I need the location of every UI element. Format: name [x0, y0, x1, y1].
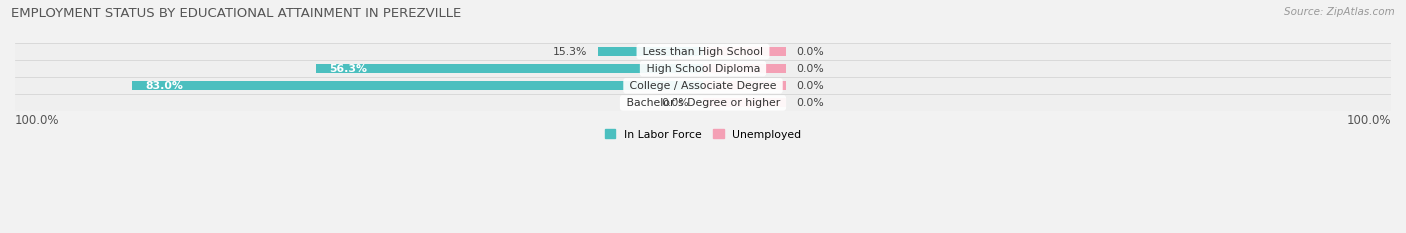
Text: EMPLOYMENT STATUS BY EDUCATIONAL ATTAINMENT IN PEREZVILLE: EMPLOYMENT STATUS BY EDUCATIONAL ATTAINM… — [11, 7, 461, 20]
Bar — [703, 81, 786, 90]
Bar — [15, 77, 1391, 94]
Text: 15.3%: 15.3% — [553, 47, 588, 57]
Bar — [598, 47, 703, 56]
Bar — [703, 47, 786, 56]
Text: 56.3%: 56.3% — [329, 64, 367, 74]
Text: 0.0%: 0.0% — [796, 64, 824, 74]
Bar — [703, 64, 786, 73]
Text: 0.0%: 0.0% — [661, 98, 689, 108]
Bar — [15, 60, 1391, 77]
Text: Source: ZipAtlas.com: Source: ZipAtlas.com — [1284, 7, 1395, 17]
Text: High School Diploma: High School Diploma — [643, 64, 763, 74]
Text: 0.0%: 0.0% — [796, 98, 824, 108]
Legend: In Labor Force, Unemployed: In Labor Force, Unemployed — [603, 127, 803, 142]
Bar — [132, 81, 703, 90]
Text: Less than High School: Less than High School — [640, 47, 766, 57]
Text: College / Associate Degree: College / Associate Degree — [626, 81, 780, 91]
Bar — [15, 94, 1391, 111]
Text: 83.0%: 83.0% — [146, 81, 184, 91]
Bar — [316, 64, 703, 73]
Text: 100.0%: 100.0% — [1347, 114, 1391, 127]
Bar — [15, 43, 1391, 60]
Text: 0.0%: 0.0% — [796, 47, 824, 57]
Text: Bachelor’s Degree or higher: Bachelor’s Degree or higher — [623, 98, 783, 108]
Text: 0.0%: 0.0% — [796, 81, 824, 91]
Text: 100.0%: 100.0% — [15, 114, 59, 127]
Bar — [703, 99, 786, 107]
